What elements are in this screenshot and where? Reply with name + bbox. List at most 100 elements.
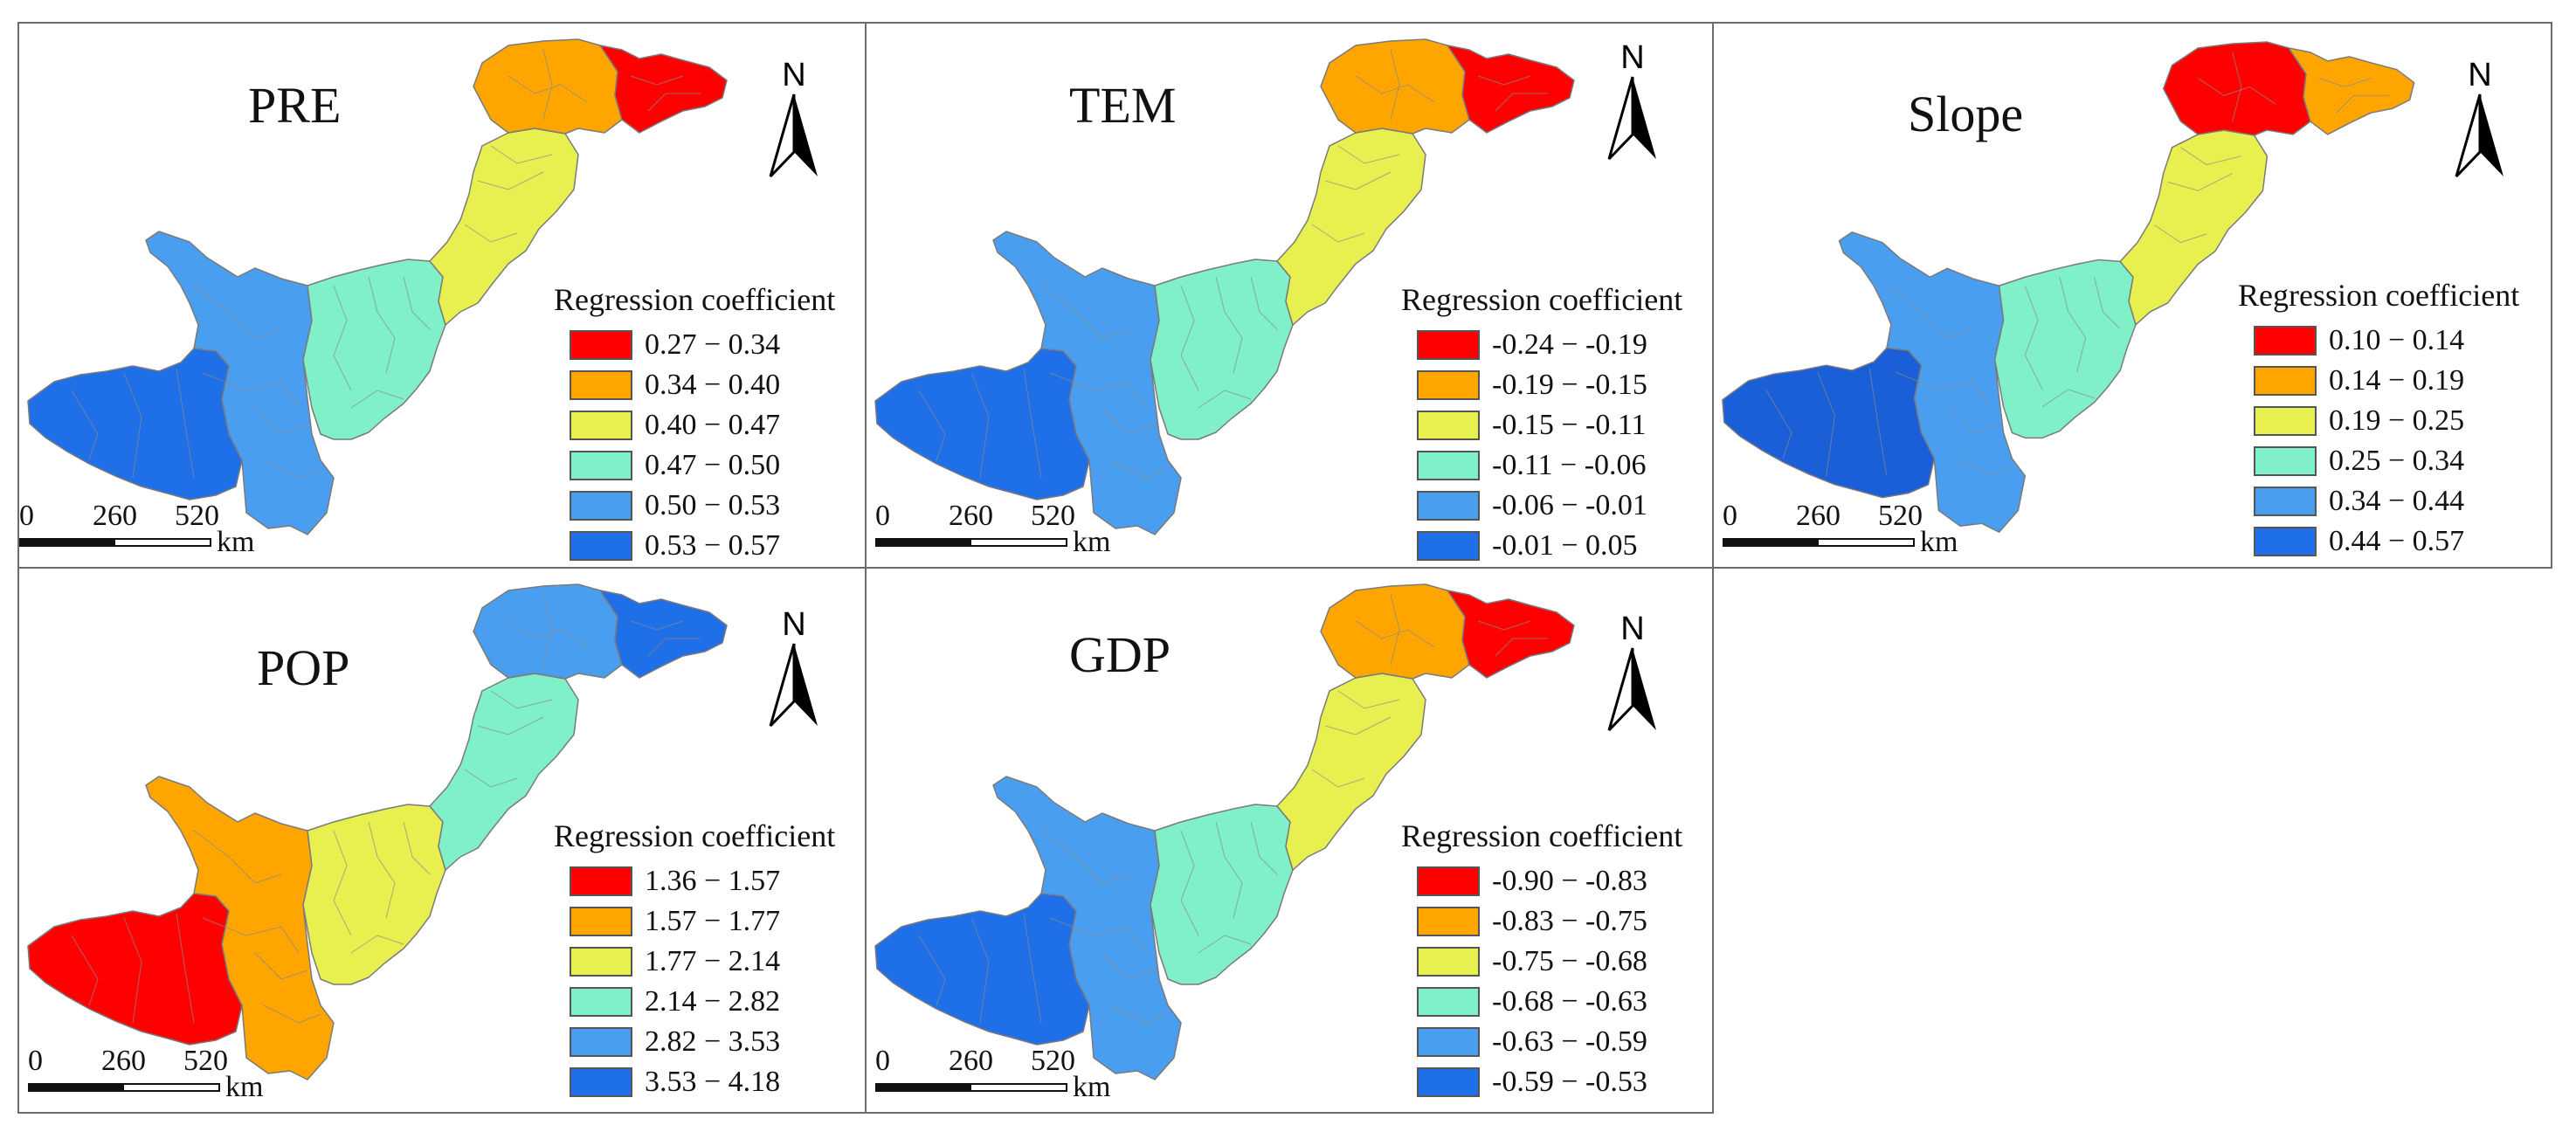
county-boundary — [1868, 368, 1888, 476]
legend-range-label: 0.14 − 0.19 — [2329, 364, 2465, 397]
county-boundary — [1040, 285, 1129, 339]
legend-swatch — [1417, 907, 1480, 936]
county-boundary — [2197, 78, 2276, 105]
legend-range-label: -0.24 − -0.19 — [1492, 328, 1647, 361]
legend-item: -0.90 − -0.83 — [1401, 861, 1712, 901]
legend-swatch — [570, 866, 632, 896]
legend-swatch — [1417, 1027, 1480, 1057]
scale-bar: 0 260 520 km — [1723, 500, 1985, 567]
legend-item: 0.27 − 0.34 — [554, 325, 865, 365]
county-boundary — [647, 93, 701, 112]
map-zone-central-east — [429, 673, 579, 871]
legend-swatch — [1417, 947, 1480, 977]
legend-swatch — [570, 370, 632, 400]
county-boundary — [176, 368, 195, 479]
county-boundary — [1477, 620, 1531, 631]
scale-tick-label: 0 — [875, 1045, 890, 1077]
county-boundary — [1324, 716, 1392, 735]
legend-item: 0.50 − 0.53 — [554, 486, 865, 526]
county-boundary — [542, 594, 553, 666]
legend-swatch — [1417, 491, 1480, 521]
county-boundary — [1495, 93, 1548, 112]
county-boundary — [630, 75, 684, 86]
county-boundary — [970, 372, 990, 479]
legend-item: 0.40 − 0.47 — [554, 405, 865, 445]
map-zone-north — [1320, 38, 1470, 135]
county-boundary — [1040, 830, 1129, 884]
legend-range-label: 0.44 − 0.57 — [2329, 525, 2465, 557]
scale-bar-solid — [1723, 538, 1819, 547]
legend-range-label: -0.90 − -0.83 — [1492, 865, 1647, 897]
scale-unit-label: km — [1920, 526, 1958, 558]
legend-range-label: 0.34 − 0.44 — [2329, 485, 2465, 517]
region-map — [27, 583, 728, 1080]
map-zone-west — [992, 776, 1182, 1080]
map-zone-west — [145, 776, 335, 1080]
county-boundary — [193, 830, 282, 884]
map-zone-far-west — [27, 348, 243, 500]
county-boundary — [918, 935, 946, 1006]
county-boundary — [1311, 224, 1365, 243]
county-boundary — [2024, 285, 2043, 390]
panel-title: PRE — [248, 77, 342, 134]
county-boundary — [1180, 285, 1199, 391]
map-zone-north — [473, 583, 623, 680]
county-boundary — [1955, 458, 2013, 477]
county-boundary — [2318, 78, 2372, 88]
legend-range-label: 0.10 − 0.14 — [2329, 324, 2465, 356]
map-zone-north — [473, 38, 623, 135]
legend-swatch — [1417, 987, 1480, 1017]
legend: Regression coefficient -0.90 − -0.83 -0.83… — [1401, 818, 1712, 1102]
county-boundary — [1390, 49, 1400, 121]
county-boundary — [970, 917, 990, 1024]
legend-range-label: -0.75 − -0.68 — [1492, 945, 1647, 977]
legend-item: 3.53 − 4.18 — [554, 1062, 865, 1102]
county-boundary — [2059, 277, 2087, 373]
north-arrow-left-half — [769, 643, 796, 728]
panel-title: Slope — [1908, 86, 2024, 142]
legend-swatch — [1417, 411, 1480, 440]
county-boundary — [508, 75, 588, 103]
county-boundary — [1180, 830, 1199, 936]
map-panel-pop: POP N Regression coefficient 1.36 − 1.57 1… — [17, 567, 867, 1114]
map-panel-slope: Slope N Regression coefficient 0.10 − 0.1… — [1712, 22, 2552, 569]
region-map — [874, 38, 1575, 535]
legend-title: Regression coefficient — [2238, 278, 2520, 313]
legend-range-label: 0.25 − 0.34 — [2329, 445, 2465, 477]
scale-tick-label: 520 — [1031, 500, 1075, 532]
legend-item: 0.19 − 0.25 — [2238, 401, 2551, 441]
north-label: N — [2468, 57, 2491, 93]
map-zone-central-east — [1276, 673, 1426, 871]
map-zone-far-west — [27, 893, 243, 1046]
legend-range-label: -0.15 − -0.11 — [1492, 409, 1647, 441]
legend: Regression coefficient 0.27 − 0.34 0.34 − … — [554, 281, 865, 566]
legend-range-label: -0.11 − -0.06 — [1492, 449, 1647, 481]
county-boundary — [1250, 821, 1278, 875]
north-arrow-left-half — [1607, 647, 1634, 732]
legend: Regression coefficient 0.10 − 0.14 0.14 − … — [2238, 277, 2551, 562]
legend-item: -0.15 − -0.11 — [1401, 405, 1712, 445]
county-boundary — [542, 49, 553, 121]
county-boundary — [263, 459, 321, 479]
map-zone-far-west — [874, 893, 1090, 1046]
county-boundary — [254, 407, 308, 435]
legend-item: -0.06 − -0.01 — [1401, 486, 1712, 526]
legend-swatch — [570, 947, 632, 977]
scale-tick-label: 260 — [949, 500, 993, 532]
county-boundary — [350, 935, 404, 954]
scale-tick-label: 0 — [28, 1045, 43, 1077]
county-boundary — [71, 935, 99, 1006]
map-zone-central-east — [429, 128, 579, 326]
map-zone-north — [1320, 583, 1470, 680]
legend-range-label: 3.53 − 4.18 — [645, 1066, 781, 1098]
legend-swatch — [570, 330, 632, 360]
north-arrow-right-half — [2480, 94, 2503, 176]
scale-bar: 0 260 520 km — [19, 500, 281, 567]
north-label: N — [1620, 39, 1644, 76]
county-boundary — [123, 917, 142, 1024]
scale-tick-label: 0 — [1723, 500, 1737, 532]
legend-range-label: -0.01 − 0.05 — [1492, 529, 1638, 562]
scale-tick-label: 0 — [875, 500, 890, 532]
legend-item: -0.24 − -0.19 — [1401, 325, 1712, 365]
map-zone-northeast — [1447, 45, 1575, 134]
